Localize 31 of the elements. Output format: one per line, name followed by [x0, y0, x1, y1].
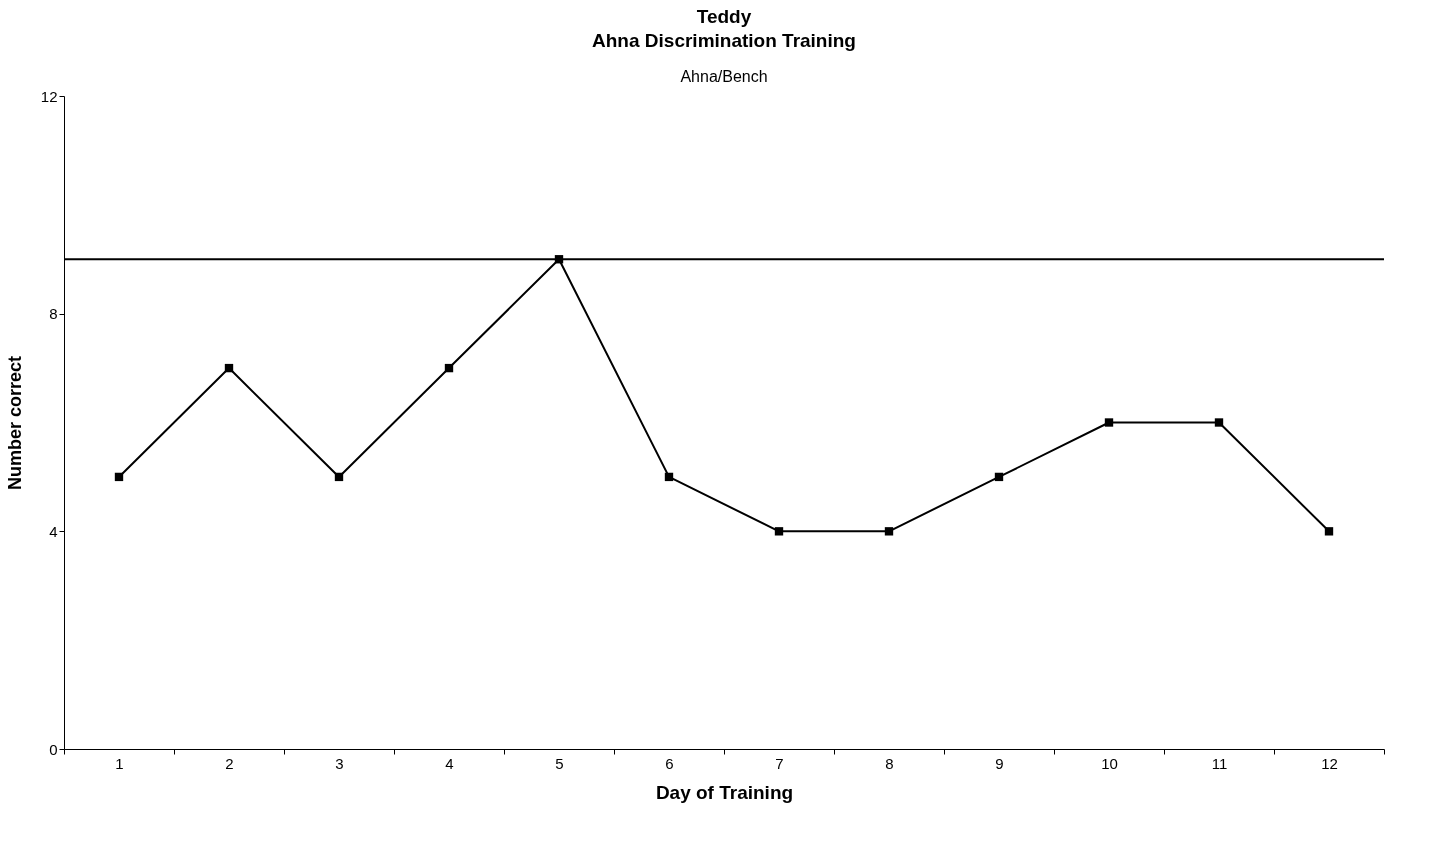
point [1324, 527, 1334, 536]
x-tick-label: 6 [665, 754, 674, 772]
x-tick-label: 12 [1321, 754, 1338, 772]
point [664, 472, 674, 482]
y-axis-title: Number correct [4, 355, 25, 491]
y-tick-label: 12 [40, 87, 58, 105]
point [224, 363, 234, 373]
point [1104, 418, 1114, 427]
chart-subtitle: Ahna/Bench [680, 68, 768, 85]
x-tick-label: 1 [115, 754, 124, 772]
y-tick-label: 4 [49, 522, 58, 540]
x-tick-label: 8 [885, 754, 894, 772]
x-tick-label: 9 [995, 754, 1004, 772]
y-tick-label: 8 [49, 305, 58, 323]
point [774, 527, 784, 536]
x-tick-label: 7 [775, 754, 784, 772]
x-tick-label: 2 [225, 754, 234, 772]
x-tick-label: 3 [335, 754, 344, 772]
x-tick-label: 11 [1211, 754, 1228, 772]
x-axis-title: Day of Training [655, 781, 794, 803]
point [1214, 418, 1224, 427]
x-tick-label: 5 [555, 754, 564, 772]
x-tick-label: 4 [445, 754, 454, 772]
y-tick-label: 0 [49, 740, 58, 758]
point [994, 472, 1004, 482]
point [884, 527, 894, 536]
chart-title: Teddy Ahna Discrimination Training [592, 6, 856, 51]
point [334, 472, 344, 482]
x-tick-label: 10 [1101, 754, 1118, 772]
point [444, 363, 454, 373]
point [114, 472, 124, 482]
